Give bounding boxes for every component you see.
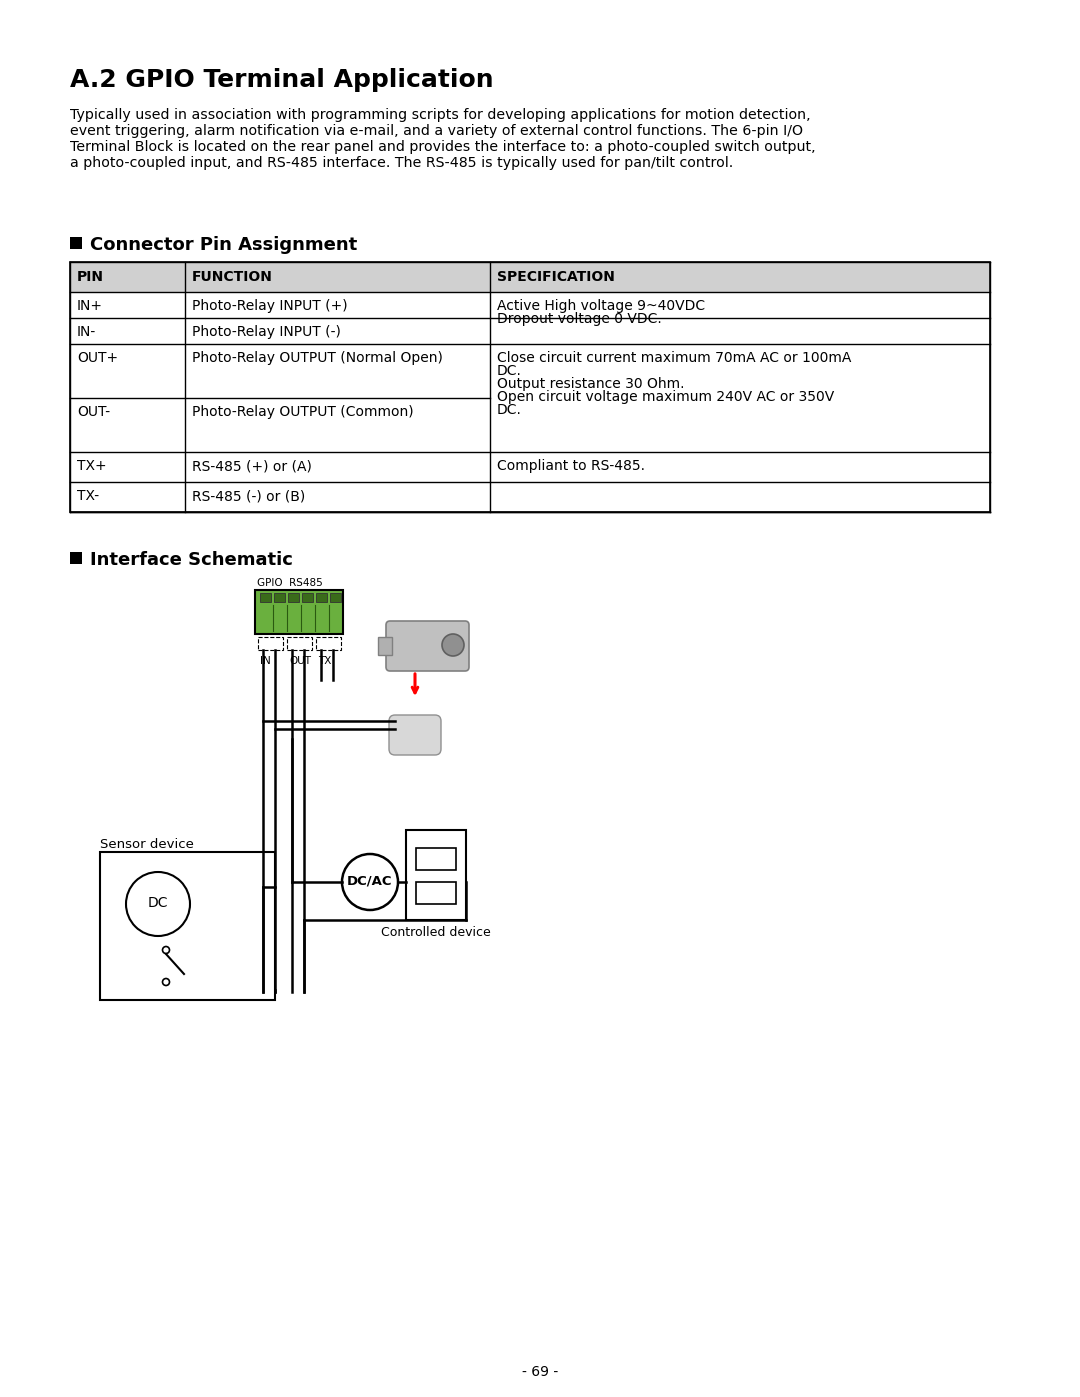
Text: RS-485 (+) or (A): RS-485 (+) or (A) — [192, 460, 312, 474]
Text: TX+: TX+ — [77, 460, 107, 474]
Text: Photo-Relay OUTPUT (Normal Open): Photo-Relay OUTPUT (Normal Open) — [192, 351, 443, 365]
Text: Photo-Relay INPUT (-): Photo-Relay INPUT (-) — [192, 326, 341, 339]
Text: Close circuit current maximum 70mA AC or 100mA: Close circuit current maximum 70mA AC or… — [497, 351, 851, 365]
Text: A.2 GPIO Terminal Application: A.2 GPIO Terminal Application — [70, 68, 494, 92]
Bar — [70, 263, 990, 292]
Bar — [274, 592, 285, 602]
Text: FUNCTION: FUNCTION — [192, 270, 273, 284]
Bar — [70, 552, 82, 564]
Bar — [70, 263, 990, 511]
Text: event triggering, alarm notification via e-mail, and a variety of external contr: event triggering, alarm notification via… — [70, 124, 804, 138]
Bar — [70, 237, 82, 249]
Text: OUT-: OUT- — [77, 405, 110, 419]
Bar — [330, 592, 341, 602]
Text: - 69 -: - 69 - — [522, 1365, 558, 1379]
Text: Output resistance 30 Ohm.: Output resistance 30 Ohm. — [497, 377, 685, 391]
Bar — [416, 848, 456, 870]
Bar — [71, 263, 989, 292]
Bar — [288, 592, 299, 602]
Bar — [255, 590, 343, 634]
Text: Typically used in association with programming scripts for developing applicatio: Typically used in association with progr… — [70, 108, 811, 122]
Text: IN-: IN- — [77, 326, 96, 339]
Text: IN: IN — [260, 657, 271, 666]
Text: SPECIFICATION: SPECIFICATION — [497, 270, 615, 284]
Text: Dropout voltage 0 VDC.: Dropout voltage 0 VDC. — [497, 312, 662, 326]
Text: OUT: OUT — [289, 657, 311, 666]
Text: DC.: DC. — [497, 402, 522, 416]
Text: IN+: IN+ — [77, 299, 103, 313]
Text: Active High voltage 9~40VDC: Active High voltage 9~40VDC — [497, 299, 705, 313]
Bar — [287, 637, 312, 650]
Bar — [100, 852, 275, 1000]
Bar — [302, 592, 313, 602]
Text: TX-: TX- — [77, 489, 99, 503]
Text: Open circuit voltage maximum 240V AC or 350V: Open circuit voltage maximum 240V AC or … — [497, 390, 834, 404]
Text: RS-485 (-) or (B): RS-485 (-) or (B) — [192, 489, 306, 503]
Text: a photo-coupled input, and RS-485 interface. The RS-485 is typically used for pa: a photo-coupled input, and RS-485 interf… — [70, 156, 733, 170]
Circle shape — [442, 634, 464, 657]
Bar — [258, 637, 283, 650]
Text: DC: DC — [148, 895, 168, 909]
Text: DC/AC: DC/AC — [348, 875, 393, 887]
Bar — [316, 637, 341, 650]
Text: PIN: PIN — [77, 270, 104, 284]
Bar — [316, 592, 327, 602]
Text: OUT+: OUT+ — [77, 351, 118, 365]
FancyBboxPatch shape — [386, 622, 469, 671]
Text: Sensor device: Sensor device — [100, 838, 194, 851]
Text: DC.: DC. — [497, 365, 522, 379]
Circle shape — [342, 854, 399, 909]
Bar — [406, 830, 465, 921]
Text: TX: TX — [318, 657, 332, 666]
Text: Interface Schematic: Interface Schematic — [90, 550, 293, 569]
Text: Compliant to RS-485.: Compliant to RS-485. — [497, 460, 645, 474]
FancyBboxPatch shape — [389, 715, 441, 754]
Circle shape — [126, 872, 190, 936]
Text: Connector Pin Assignment: Connector Pin Assignment — [90, 236, 357, 254]
Bar — [416, 882, 456, 904]
Text: GPIO  RS485: GPIO RS485 — [257, 578, 323, 588]
Text: Photo-Relay OUTPUT (Common): Photo-Relay OUTPUT (Common) — [192, 405, 414, 419]
Text: Controlled device: Controlled device — [381, 926, 491, 939]
Circle shape — [162, 947, 170, 954]
Bar — [260, 592, 271, 602]
Text: Terminal Block is located on the rear panel and provides the interface to: a pho: Terminal Block is located on the rear pa… — [70, 140, 815, 154]
Circle shape — [162, 978, 170, 985]
Text: Photo-Relay INPUT (+): Photo-Relay INPUT (+) — [192, 299, 348, 313]
Bar — [378, 637, 392, 655]
